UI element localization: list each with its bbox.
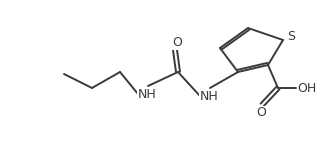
Text: O: O — [172, 37, 182, 49]
Text: O: O — [256, 106, 266, 119]
Text: NH: NH — [200, 90, 218, 104]
Text: OH: OH — [297, 81, 316, 95]
Text: S: S — [287, 30, 295, 44]
Text: NH: NH — [138, 88, 156, 102]
